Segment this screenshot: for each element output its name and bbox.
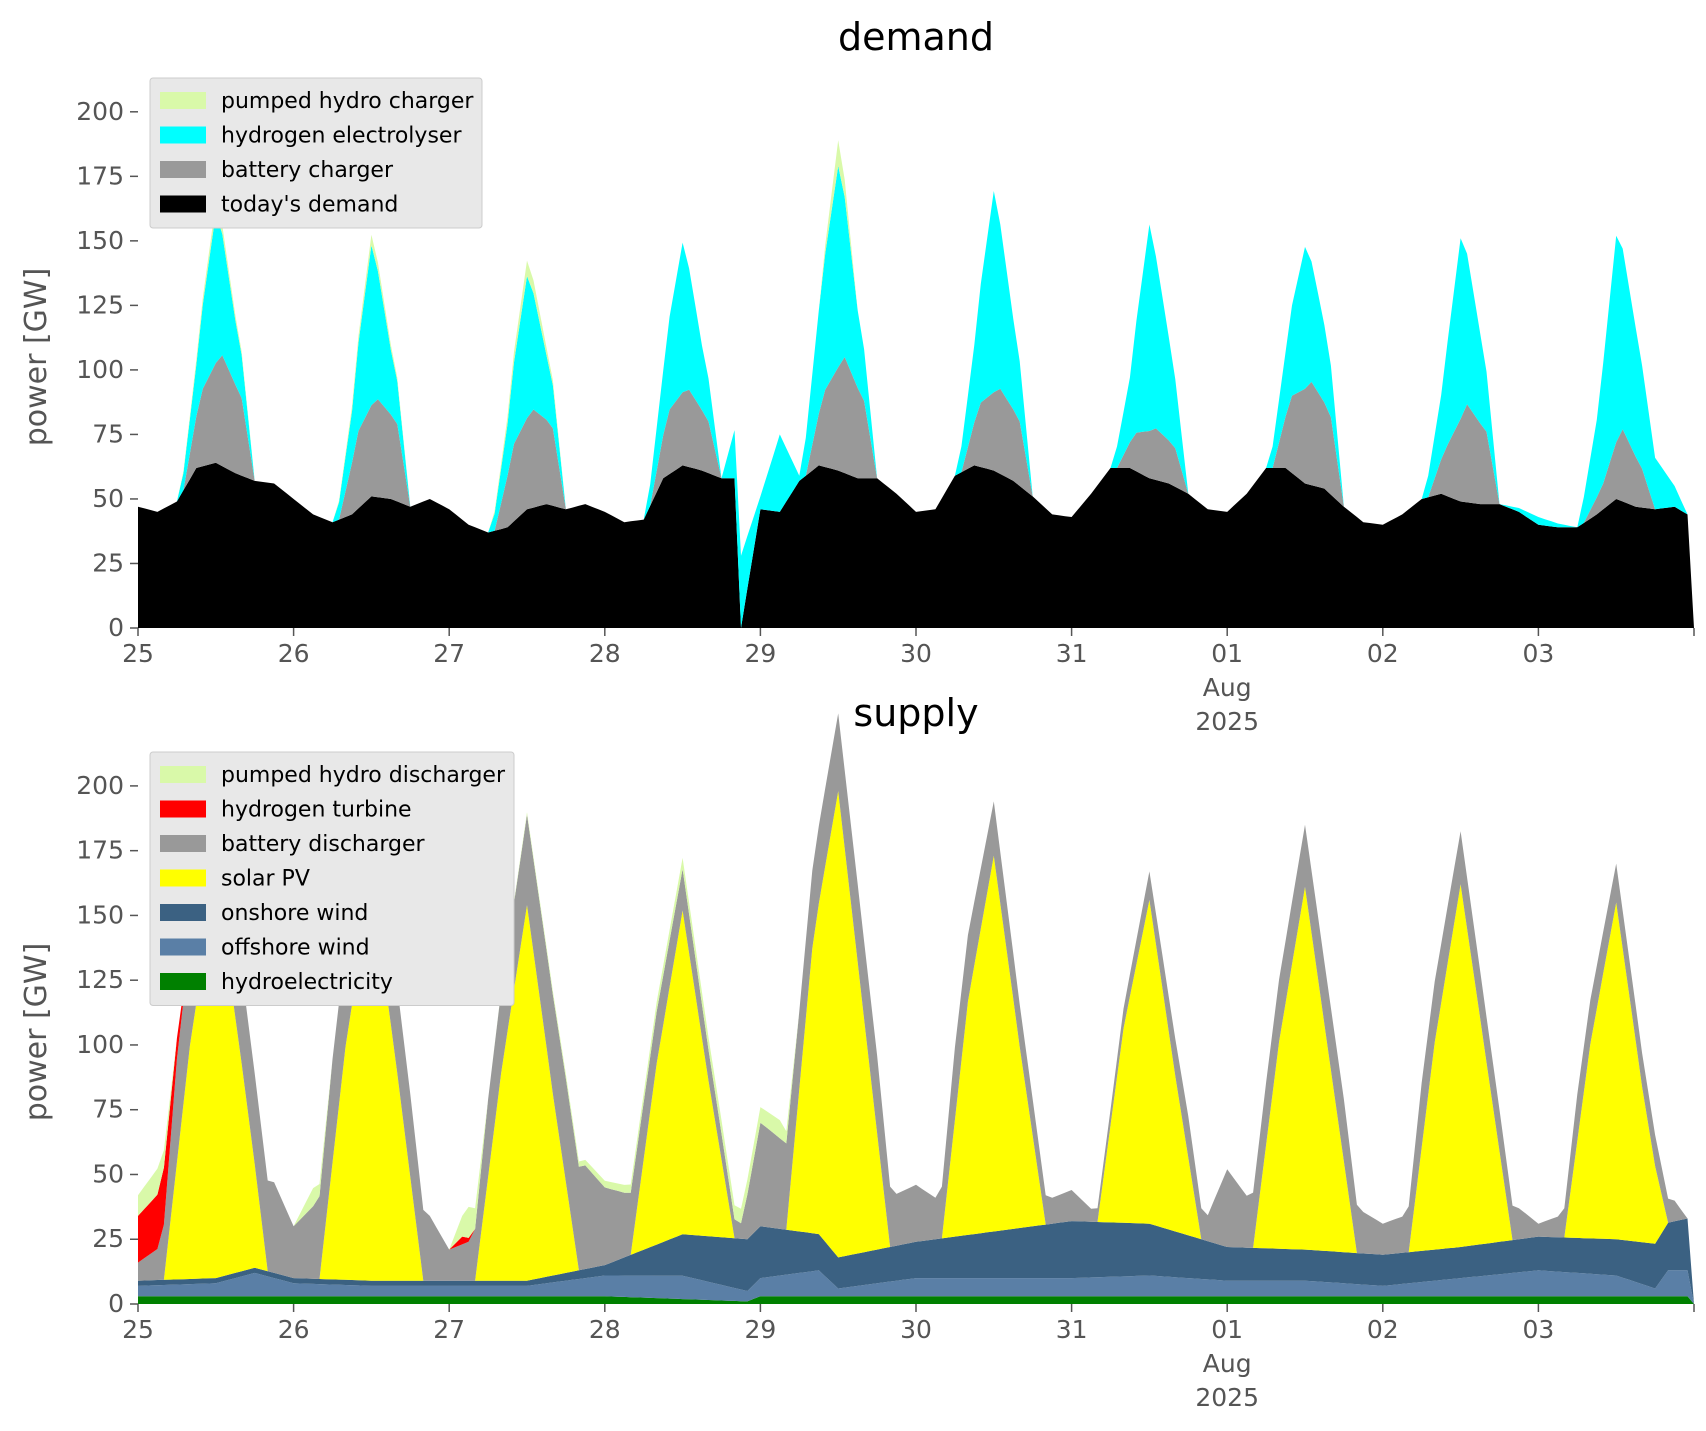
- area-series-solar-pv: [138, 791, 1694, 1304]
- y-axis-label: power [GW]: [19, 943, 54, 1122]
- y-tick-label: 200: [76, 771, 124, 800]
- legend-swatch: [160, 161, 206, 178]
- chart-title: demand: [838, 15, 994, 59]
- legend-swatch: [160, 904, 206, 921]
- x-tick-label: 31: [1056, 639, 1088, 668]
- x-tick-sublabel: 2025: [1195, 707, 1259, 736]
- legend-label: solar PV: [221, 867, 310, 892]
- legend-label: battery charger: [221, 158, 394, 183]
- area-series-offshore-wind: [138, 1270, 1694, 1304]
- legend-swatch: [160, 800, 206, 818]
- area-series-onshore-wind: [138, 1218, 1694, 1304]
- legend-swatch: [160, 835, 206, 852]
- legend-label: pumped hydro discharger: [221, 763, 506, 788]
- x-tick-label: 03: [1522, 639, 1554, 668]
- legend-label: offshore wind: [221, 936, 370, 961]
- y-tick-label: 75: [92, 1095, 124, 1124]
- legend-swatch: [160, 92, 206, 109]
- area-series-battery-charger: [138, 355, 1694, 628]
- legend-label: pumped hydro charger: [221, 89, 474, 114]
- legend-box: [149, 751, 515, 1006]
- x-tick-label: 27: [433, 1315, 465, 1344]
- x-tick-label: 02: [1367, 639, 1399, 668]
- y-tick-label: 150: [76, 226, 124, 255]
- x-tick-label: 28: [589, 639, 621, 668]
- legend-label: hydrogen electrolyser: [221, 124, 462, 149]
- area-series-battery-discharger: [138, 713, 1694, 1304]
- area-series-hydrogen-electrolyser: [138, 166, 1694, 628]
- x-tick-label: 25: [122, 1315, 154, 1344]
- x-tick-label: 25: [122, 639, 154, 668]
- y-tick-label: 50: [92, 1159, 124, 1188]
- area-series-hydroelectricity: [138, 1296, 1694, 1304]
- x-tick-label: 02: [1367, 1315, 1399, 1344]
- area-series-today-s-demand: [138, 462, 1694, 628]
- legend-swatch: [160, 973, 206, 990]
- x-tick-label: 29: [744, 639, 776, 668]
- area-series-pumped-hydro-charger: [138, 140, 1694, 628]
- legend-label: today's demand: [221, 193, 398, 218]
- x-tick-label: 01: [1211, 639, 1243, 668]
- y-tick-label: 200: [76, 97, 124, 126]
- legend-label: battery discharger: [221, 832, 426, 857]
- legend-swatch: [160, 938, 206, 956]
- y-tick-label: 25: [92, 548, 124, 577]
- y-tick-label: 125: [76, 290, 124, 319]
- x-tick-sublabel: Aug: [1203, 673, 1252, 702]
- x-tick-sublabel: Aug: [1203, 1349, 1252, 1378]
- y-tick-label: 25: [92, 1224, 124, 1253]
- legend-swatch: [160, 869, 206, 887]
- legend-label: hydrogen turbine: [221, 798, 412, 823]
- y-tick-label: 100: [76, 1030, 124, 1059]
- chart-title: supply: [853, 691, 978, 735]
- x-tick-label: 31: [1056, 1315, 1088, 1344]
- y-tick-label: 0: [108, 613, 124, 642]
- x-tick-label: 30: [900, 1315, 932, 1344]
- legend-label: hydroelectricity: [221, 970, 393, 995]
- x-tick-label: 26: [278, 639, 310, 668]
- y-tick-label: 175: [76, 161, 124, 190]
- y-tick-label: 0: [108, 1289, 124, 1318]
- x-tick-label: 03: [1522, 1315, 1554, 1344]
- x-tick-label: 30: [900, 639, 932, 668]
- x-tick-label: 01: [1211, 1315, 1243, 1344]
- x-tick-label: 26: [278, 1315, 310, 1344]
- y-tick-label: 50: [92, 484, 124, 513]
- x-tick-sublabel: 2025: [1195, 1383, 1259, 1412]
- y-axis-label: power [GW]: [19, 268, 54, 447]
- x-tick-label: 29: [744, 1315, 776, 1344]
- y-tick-label: 75: [92, 419, 124, 448]
- legend-swatch: [160, 195, 206, 213]
- y-tick-label: 150: [76, 900, 124, 929]
- y-tick-label: 125: [76, 965, 124, 994]
- x-tick-label: 28: [589, 1315, 621, 1344]
- y-tick-label: 100: [76, 355, 124, 384]
- y-tick-label: 175: [76, 836, 124, 865]
- legend-box: [149, 77, 483, 229]
- legend-swatch: [160, 126, 206, 144]
- legend-swatch: [160, 766, 206, 783]
- x-tick-label: 27: [433, 639, 465, 668]
- legend-label: onshore wind: [221, 901, 368, 926]
